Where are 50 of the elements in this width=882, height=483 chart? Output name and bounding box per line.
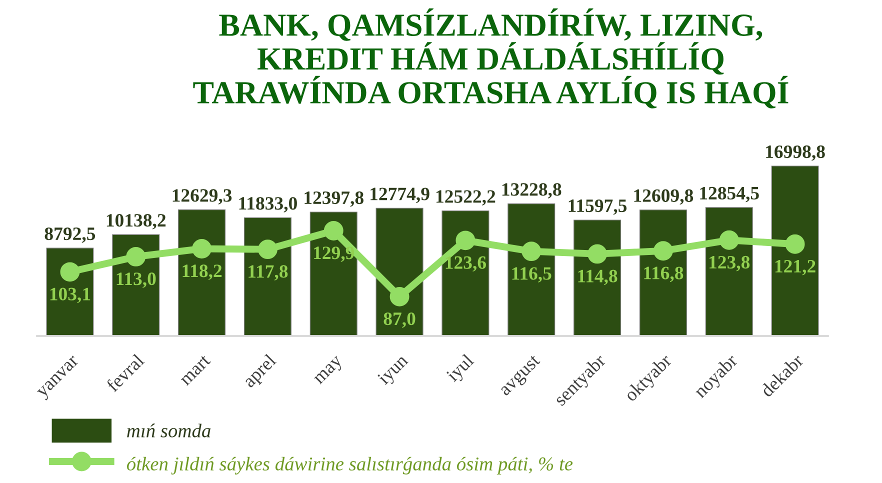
point <box>192 239 212 258</box>
bar <box>244 217 292 336</box>
data-label: 103,1 <box>50 288 90 304</box>
x-tick-label: may <box>314 356 346 388</box>
data-label: 8792,5 <box>44 227 96 243</box>
data-label: 114,8 <box>578 270 618 286</box>
point <box>324 221 344 240</box>
data-label: 12629,3 <box>172 189 232 204</box>
data-label: 123,6 <box>446 256 486 272</box>
point <box>456 230 476 250</box>
x-tick-label: mart <box>180 354 212 386</box>
chart-title: BANK, QAMSÍZLANDÍRÍW, LIZING, KREDIT HÁM DÁLDÁLSHÍLÍQ TARAWÍNDA ORTASHA AYLÍQ IS HAQÍ <box>193 8 788 108</box>
point <box>522 242 542 262</box>
point <box>785 234 805 254</box>
bar <box>771 166 819 336</box>
data-label: 12774,9 <box>370 188 430 204</box>
x-tick-label: iyul <box>445 352 478 386</box>
data-label: 13228,8 <box>502 183 562 198</box>
data-label: 116,8 <box>644 266 684 282</box>
bar <box>178 209 226 336</box>
x-tick-label: iyun <box>376 353 412 388</box>
data-label: 11833,0 <box>239 197 297 212</box>
data-label: 117,8 <box>248 265 288 281</box>
data-label: 12609,8 <box>634 189 694 205</box>
bar <box>310 212 358 336</box>
data-label: 12522,2 <box>436 190 496 206</box>
point <box>126 246 146 266</box>
data-label: 123,8 <box>710 256 750 272</box>
point <box>390 286 410 306</box>
bar <box>508 203 556 336</box>
data-label: 12397,8 <box>304 191 364 207</box>
data-label: 16998,8 <box>766 145 825 161</box>
legend-label: ótken jıldıń sáykes dáwirine salıstırǵanda ósim páti, % te <box>126 456 573 475</box>
data-label: 12854,5 <box>700 186 759 202</box>
point <box>588 244 608 264</box>
data-label: 118,2 <box>182 264 222 280</box>
data-label: 113,0 <box>116 272 156 288</box>
point <box>719 230 739 250</box>
data-label: 116,5 <box>512 267 552 283</box>
data-label: 87,0 <box>384 312 416 328</box>
point <box>653 241 673 261</box>
data-label: 121,2 <box>775 260 816 276</box>
bar <box>705 207 753 336</box>
legend-label: mıń somda <box>127 424 210 438</box>
point <box>60 262 80 282</box>
bar <box>442 210 490 336</box>
bar <box>639 210 687 336</box>
point <box>258 240 278 260</box>
data-label: 11597,5 <box>568 199 627 215</box>
data-label: 10138,2 <box>106 214 166 230</box>
